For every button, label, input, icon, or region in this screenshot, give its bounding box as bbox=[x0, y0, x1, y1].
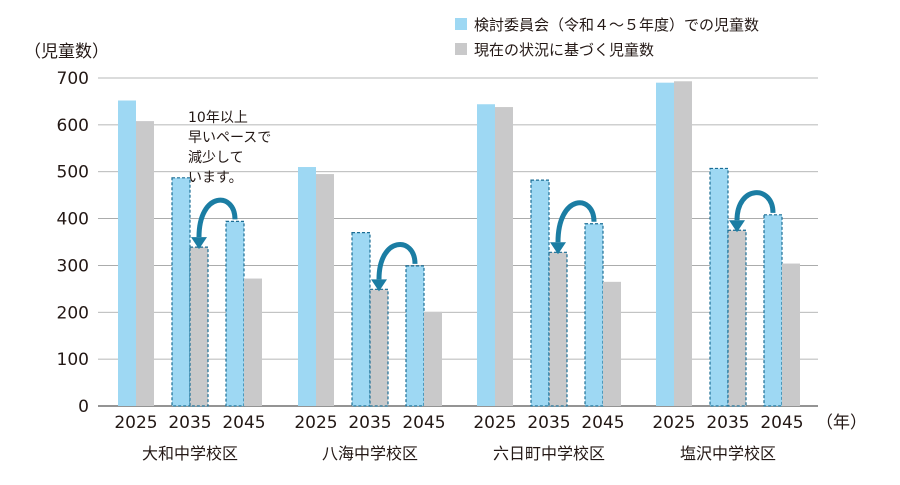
gridlines bbox=[98, 77, 818, 407]
group-label: 八海中学校区 bbox=[322, 444, 418, 463]
bar-current bbox=[369, 288, 389, 407]
y-tick-label: 500 bbox=[57, 163, 89, 183]
bar-committee bbox=[530, 179, 550, 407]
annotation-line-2: 早いペースで bbox=[188, 130, 271, 146]
bar-committee bbox=[171, 177, 191, 407]
bar-current bbox=[244, 278, 262, 406]
x-tick-label: 2035 bbox=[348, 413, 391, 433]
x-axis-unit: （年） bbox=[816, 413, 867, 433]
x-tick-label: 2045 bbox=[581, 413, 624, 433]
legend-swatch-current bbox=[455, 43, 467, 55]
y-tick-label: 600 bbox=[57, 116, 89, 136]
bar-current bbox=[674, 81, 692, 406]
x-tick-label: 2025 bbox=[294, 413, 337, 433]
y-tick-label: 300 bbox=[57, 256, 89, 276]
x-tick-label: 2045 bbox=[402, 413, 445, 433]
bar-current bbox=[603, 281, 621, 406]
y-tick-label: 700 bbox=[57, 69, 89, 89]
arrows bbox=[191, 190, 776, 292]
annotation-line-3: 減少して bbox=[188, 149, 244, 166]
bar-current bbox=[782, 263, 800, 406]
bar-current bbox=[424, 311, 442, 406]
bar-committee bbox=[351, 232, 371, 407]
legend: 検討委員会（令和４～５年度）での児童数 現在の状況に基づく児童数 bbox=[455, 16, 759, 59]
bar-current bbox=[495, 107, 513, 407]
x-tick-label: 2035 bbox=[168, 413, 211, 433]
y-tick-labels: 0 100 200 300 400 500 600 700 bbox=[57, 69, 89, 417]
x-tick-label: 2025 bbox=[652, 413, 695, 433]
group-label: 大和中学校区 bbox=[142, 444, 238, 463]
bar-committee bbox=[656, 82, 674, 406]
bar-committee bbox=[584, 223, 604, 407]
x-tick-label: 2045 bbox=[222, 413, 265, 433]
bar-committee bbox=[405, 265, 425, 407]
y-tick-label: 100 bbox=[57, 350, 89, 370]
legend-label-committee: 検討委員会（令和４～５年度）での児童数 bbox=[474, 16, 759, 34]
group-label: 塩沢中学校区 bbox=[680, 444, 776, 463]
arrow-head bbox=[371, 279, 387, 292]
arrow-head bbox=[191, 237, 207, 250]
bar-committee bbox=[709, 167, 729, 407]
bar-committee bbox=[298, 167, 316, 406]
decline-arrow bbox=[734, 190, 776, 221]
bar-committee bbox=[763, 214, 783, 407]
bar-committee bbox=[477, 104, 495, 407]
arrow-head bbox=[729, 220, 745, 233]
legend-swatch-committee bbox=[455, 18, 467, 30]
y-tick-label: 400 bbox=[57, 210, 89, 230]
x-tick-label: 2025 bbox=[114, 413, 157, 433]
arrow-head bbox=[550, 242, 566, 255]
bar-current bbox=[727, 229, 747, 407]
bar-current bbox=[136, 121, 154, 406]
group-label: 六日町中学校区 bbox=[493, 444, 605, 463]
decline-arrow bbox=[555, 200, 597, 243]
annotation-line-4: います。 bbox=[188, 170, 243, 186]
bar-current bbox=[316, 174, 334, 406]
x-tick-labels: 2025 2035 2045 大和中学校区 2025 2035 2045 八海中学校区 2025… bbox=[114, 413, 803, 463]
y-tick-label: 0 bbox=[78, 397, 89, 417]
bar-committee bbox=[118, 100, 136, 407]
y-tick-label: 200 bbox=[57, 303, 89, 323]
decline-arrow bbox=[196, 197, 238, 238]
legend-label-current: 現在の状況に基づく児童数 bbox=[474, 41, 654, 59]
bar-current bbox=[548, 251, 568, 407]
decline-arrow bbox=[376, 242, 418, 280]
x-tick-label: 2035 bbox=[527, 413, 570, 433]
annotation-line-1: 10年以上 bbox=[188, 110, 248, 126]
x-tick-label: 2035 bbox=[706, 413, 749, 433]
bar-committee bbox=[225, 220, 245, 407]
bar-current bbox=[189, 246, 209, 407]
y-axis-label: （児童数） bbox=[24, 42, 109, 62]
bars bbox=[118, 81, 800, 407]
x-tick-label: 2045 bbox=[760, 413, 803, 433]
annotation: 10年以上 早いペースで 減少して います。 bbox=[188, 110, 271, 186]
x-tick-label: 2025 bbox=[473, 413, 516, 433]
